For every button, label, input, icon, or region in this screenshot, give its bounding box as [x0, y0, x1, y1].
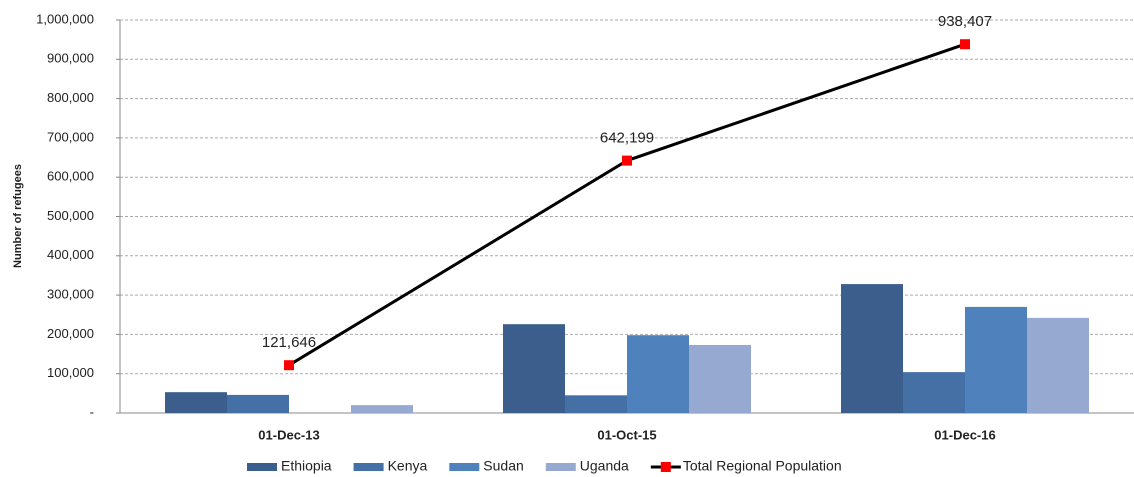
bar [965, 306, 1027, 413]
line-marker [622, 155, 632, 166]
y-tick-label: 100,000 [47, 365, 94, 380]
y-tick-label: 300,000 [47, 287, 94, 302]
bar [165, 392, 227, 413]
y-tick-label: 800,000 [47, 90, 94, 105]
y-axis-label: Number of refugees [12, 164, 24, 268]
bar [565, 395, 627, 413]
y-tick-label: 400,000 [47, 247, 94, 262]
bar [1027, 317, 1089, 413]
data-label: 642,199 [600, 130, 654, 147]
legend-label: Kenya [388, 458, 428, 474]
y-tick-label: 1,000,000 [36, 11, 94, 26]
legend-swatch [353, 463, 384, 471]
x-tick-label: 01-Oct-15 [597, 427, 656, 442]
legend-swatch [449, 463, 480, 471]
y-tick-label: - [90, 404, 94, 419]
bar [351, 405, 413, 413]
bar [227, 394, 289, 413]
y-tick-label: 500,000 [47, 208, 94, 223]
bar [689, 345, 751, 413]
data-label: 121,646 [262, 334, 316, 351]
legend-swatch [545, 463, 576, 471]
bar [503, 324, 565, 413]
legend-label: Total Regional Population [683, 458, 842, 474]
line-marker [960, 39, 970, 50]
data-label: 938,407 [938, 13, 992, 30]
y-tick-label: 700,000 [47, 129, 94, 144]
legend-swatch [660, 462, 671, 472]
y-tick-label: 200,000 [47, 326, 94, 341]
x-tick-label: 01-Dec-13 [258, 427, 319, 442]
x-tick-label: 01-Dec-16 [934, 427, 995, 442]
y-tick-label: 600,000 [47, 169, 94, 184]
bar [841, 284, 903, 413]
legend-label: Uganda [580, 458, 629, 474]
bar [903, 372, 965, 413]
line-marker [284, 360, 294, 371]
legend-swatch [247, 463, 277, 471]
y-tick-label: 900,000 [47, 51, 94, 66]
legend-label: Sudan [483, 458, 523, 474]
legend-label: Ethiopia [281, 458, 332, 474]
bar [627, 335, 689, 413]
